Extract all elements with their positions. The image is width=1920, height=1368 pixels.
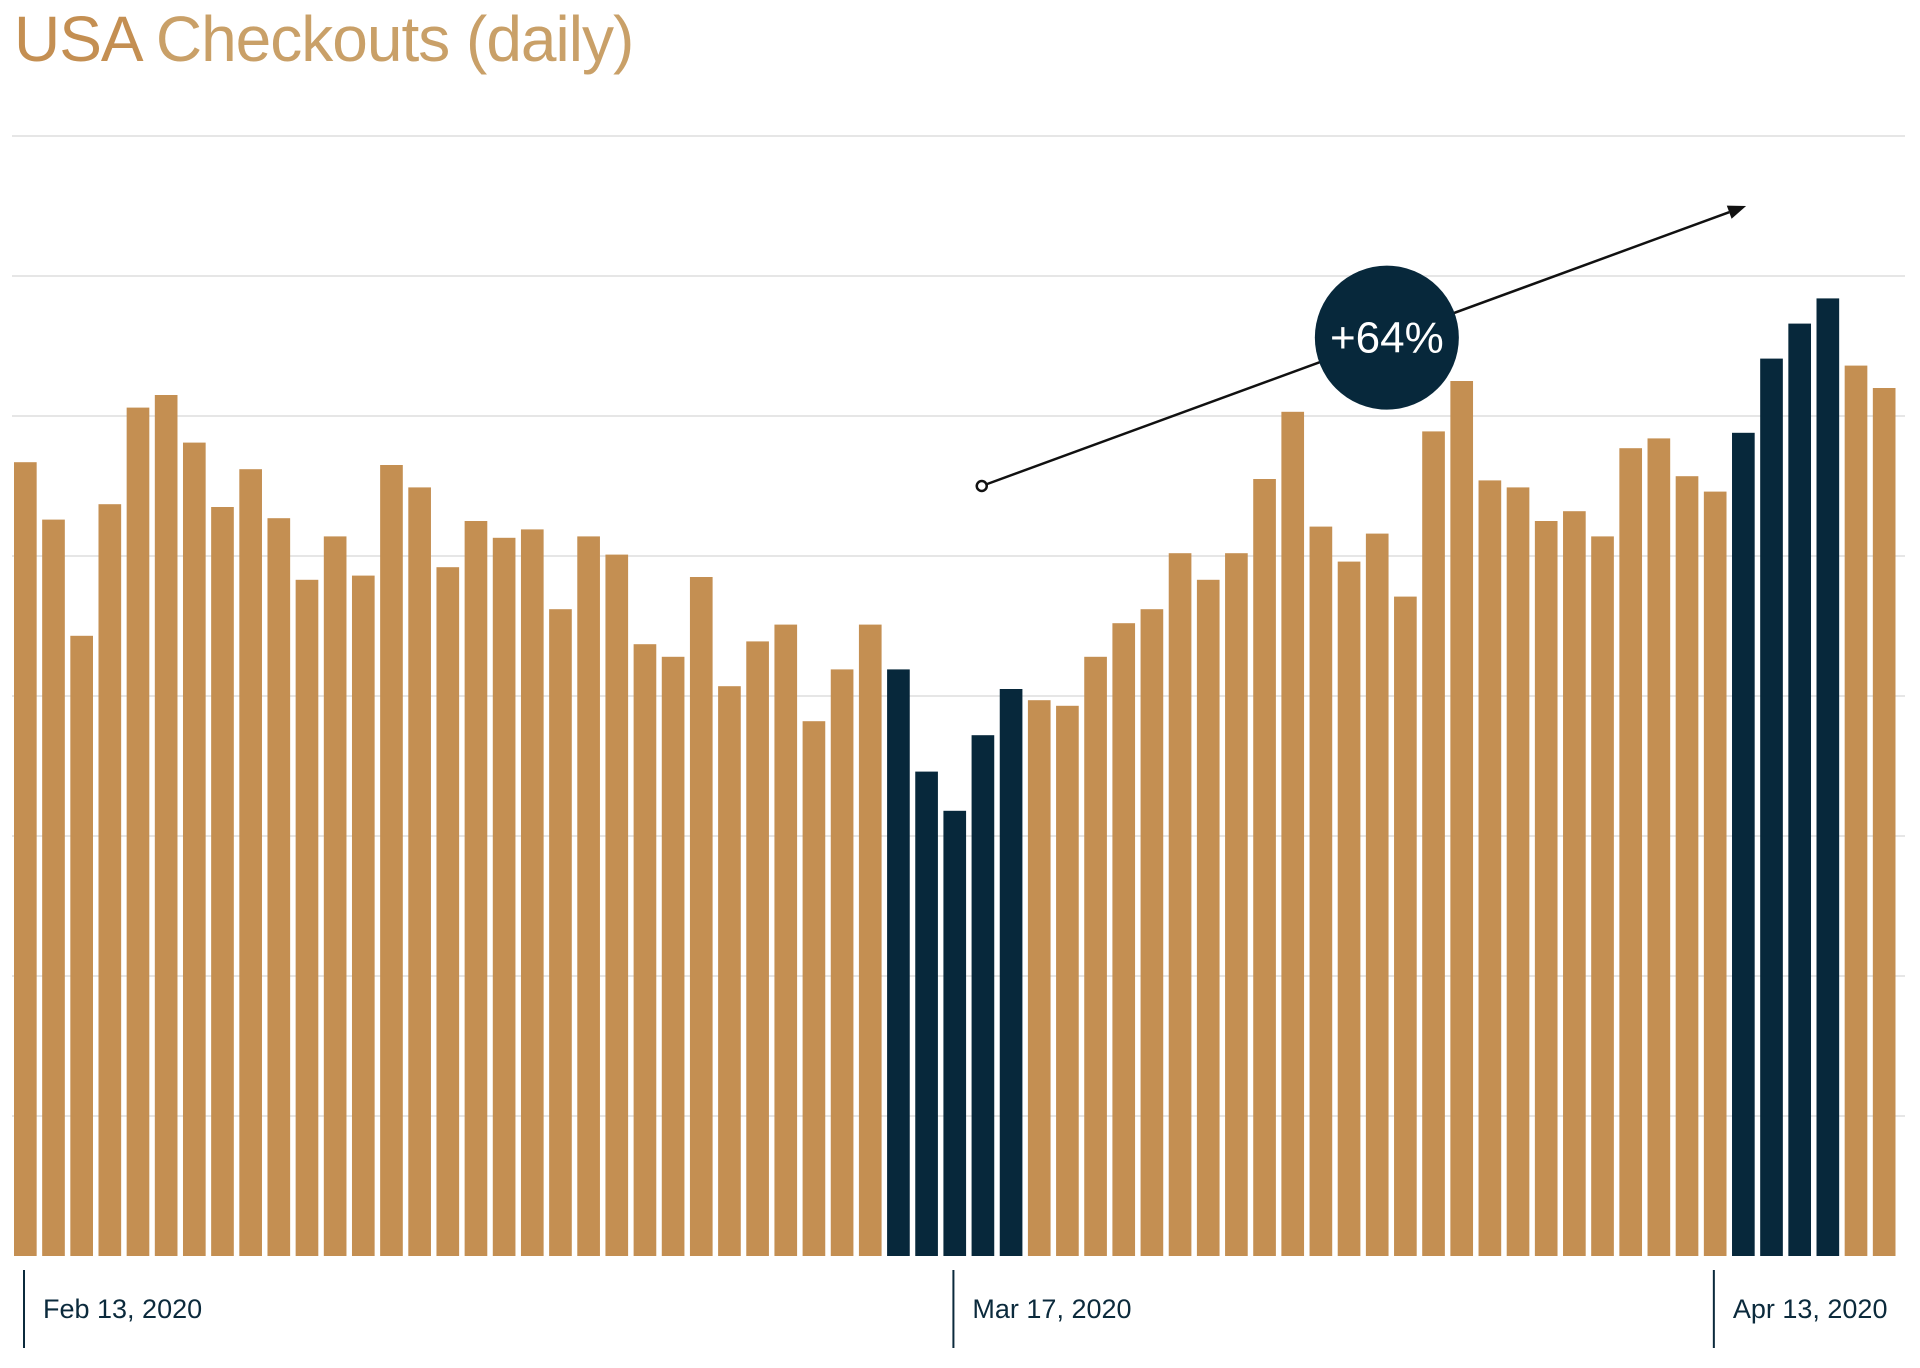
bar xyxy=(267,518,291,1256)
bar xyxy=(1506,487,1530,1256)
bar xyxy=(239,469,262,1256)
trend-arrow-start xyxy=(975,479,988,493)
bar xyxy=(1591,536,1614,1256)
bar xyxy=(1027,700,1051,1256)
bar xyxy=(802,721,826,1256)
bar xyxy=(1619,448,1643,1256)
bar xyxy=(1168,553,1192,1256)
bar xyxy=(1365,533,1389,1256)
bar xyxy=(42,519,65,1256)
bar xyxy=(351,575,375,1256)
bar xyxy=(1394,596,1417,1256)
bar xyxy=(14,462,37,1256)
bar xyxy=(633,644,657,1256)
bar xyxy=(1675,476,1699,1256)
bar xyxy=(746,641,769,1256)
bar xyxy=(689,577,713,1256)
bar xyxy=(605,554,629,1256)
growth-badge xyxy=(1314,265,1459,410)
growth-label: +64% xyxy=(1330,314,1444,363)
bar-highlighted xyxy=(1816,298,1840,1256)
bar xyxy=(549,609,572,1256)
bar xyxy=(1281,411,1305,1256)
x-tick-label: Apr 13, 2020 xyxy=(1733,1294,1888,1324)
bar xyxy=(1253,479,1276,1256)
bar xyxy=(126,407,150,1257)
bar xyxy=(492,537,516,1256)
bar xyxy=(1084,656,1107,1256)
bar-highlighted xyxy=(999,689,1023,1256)
bar-highlighted xyxy=(971,735,995,1256)
bar xyxy=(1196,579,1220,1256)
bar xyxy=(1140,609,1164,1256)
bar xyxy=(1422,431,1445,1256)
bar xyxy=(1337,561,1361,1256)
bar xyxy=(1647,438,1671,1256)
bar xyxy=(1703,491,1727,1257)
bar xyxy=(211,507,234,1256)
bar xyxy=(1844,365,1868,1257)
bar xyxy=(1112,623,1136,1256)
bar xyxy=(323,536,347,1256)
bar xyxy=(661,656,685,1256)
bar-highlighted xyxy=(1788,323,1812,1257)
bar xyxy=(182,442,206,1257)
bar xyxy=(408,487,431,1256)
bar xyxy=(98,504,122,1256)
x-tick-label: Mar 17, 2020 xyxy=(972,1294,1131,1324)
bar xyxy=(295,579,319,1256)
growth-annotation: +64% xyxy=(975,205,1747,493)
bar xyxy=(858,624,882,1256)
trend-arrow-head xyxy=(1726,205,1747,219)
bar xyxy=(1450,381,1474,1256)
bar xyxy=(436,567,460,1256)
bar xyxy=(154,395,178,1256)
bar xyxy=(1872,388,1896,1256)
bar xyxy=(520,529,544,1256)
chart-title: USA Checkouts (daily) xyxy=(14,2,634,76)
bar-highlighted xyxy=(1760,358,1783,1257)
bar-highlighted xyxy=(1732,432,1755,1256)
bar xyxy=(1309,526,1333,1256)
bar xyxy=(70,635,93,1256)
bars xyxy=(14,298,1896,1257)
bar xyxy=(1056,705,1079,1256)
bar-highlighted xyxy=(943,810,967,1256)
bar xyxy=(1534,521,1558,1256)
bar xyxy=(380,465,403,1256)
chart-title-rest: Checkouts (daily) xyxy=(155,3,634,75)
chart-title-strong: USA xyxy=(14,3,140,75)
x-axis-ticks: Feb 13, 2020 Mar 17, 2020 Apr 13, 2020 xyxy=(23,1270,1888,1348)
bar xyxy=(577,536,600,1256)
bar xyxy=(830,669,854,1256)
bar-highlighted xyxy=(915,771,938,1256)
bar-highlighted xyxy=(887,669,910,1256)
bar xyxy=(774,624,798,1256)
x-tick-label: Feb 13, 2020 xyxy=(43,1294,202,1324)
bar xyxy=(1563,511,1586,1256)
bar xyxy=(718,686,741,1256)
bar xyxy=(1225,553,1248,1256)
bar xyxy=(464,521,488,1256)
bar xyxy=(1478,480,1502,1256)
